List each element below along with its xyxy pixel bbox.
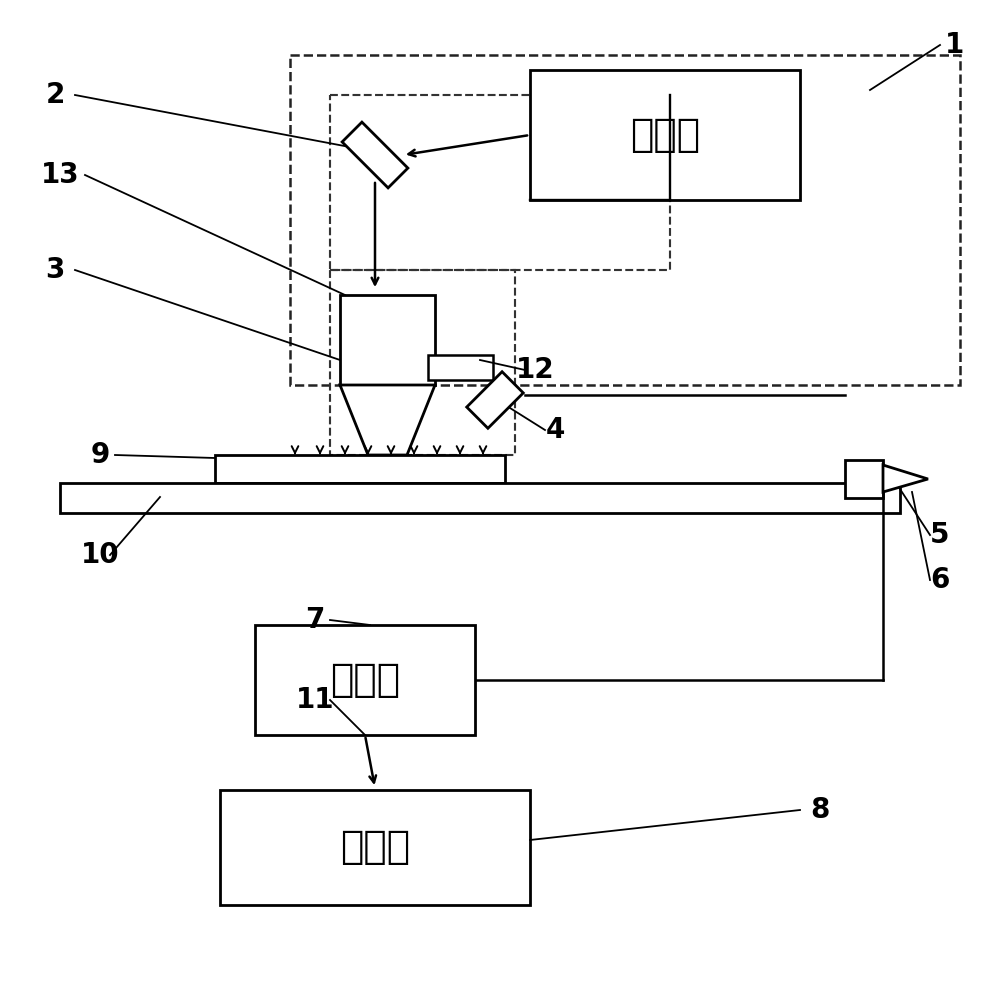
Text: 5: 5 bbox=[930, 521, 950, 549]
Text: 13: 13 bbox=[41, 161, 79, 189]
Text: 示波器: 示波器 bbox=[330, 661, 400, 699]
Bar bbox=[330, 95, 670, 270]
Polygon shape bbox=[883, 465, 928, 492]
Bar bbox=[290, 55, 960, 385]
Polygon shape bbox=[340, 385, 435, 455]
Polygon shape bbox=[342, 122, 408, 188]
Text: 7: 7 bbox=[305, 606, 325, 634]
Bar bbox=[428, 355, 493, 380]
Bar bbox=[215, 455, 505, 483]
Text: 2: 2 bbox=[45, 81, 65, 109]
Bar bbox=[220, 790, 530, 905]
Bar bbox=[340, 295, 435, 385]
Text: 12: 12 bbox=[516, 356, 554, 384]
Text: 9: 9 bbox=[90, 441, 110, 469]
Bar bbox=[60, 483, 900, 513]
Text: 1: 1 bbox=[945, 31, 965, 59]
Bar bbox=[845, 460, 883, 498]
Text: 上位机: 上位机 bbox=[340, 828, 410, 866]
Text: 6: 6 bbox=[930, 566, 950, 594]
Polygon shape bbox=[467, 372, 523, 428]
Text: 激光器: 激光器 bbox=[630, 116, 700, 154]
Bar bbox=[330, 270, 515, 455]
Text: 10: 10 bbox=[81, 541, 119, 569]
Bar bbox=[530, 70, 800, 200]
Text: 11: 11 bbox=[296, 686, 334, 714]
Text: 4: 4 bbox=[545, 416, 565, 444]
Bar bbox=[255, 625, 475, 735]
Text: 3: 3 bbox=[45, 256, 65, 284]
Text: 8: 8 bbox=[810, 796, 830, 824]
